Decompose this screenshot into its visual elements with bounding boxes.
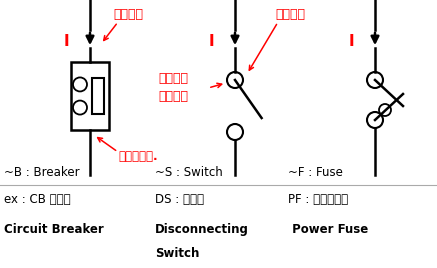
Text: ~S : Switch: ~S : Switch <box>155 166 223 179</box>
Text: I: I <box>348 35 354 50</box>
Text: ~F : Fuse: ~F : Fuse <box>288 166 343 179</box>
Text: 개폐서지: 개폐서지 <box>158 72 188 85</box>
Text: I: I <box>208 35 214 50</box>
Text: Power Fuse: Power Fuse <box>288 223 369 236</box>
Circle shape <box>227 124 243 140</box>
Circle shape <box>73 77 87 91</box>
Text: 아크발생: 아크발생 <box>113 8 143 21</box>
Circle shape <box>73 100 87 114</box>
Text: 이상전압: 이상전압 <box>158 90 188 103</box>
Text: Circuit Breaker: Circuit Breaker <box>4 223 104 236</box>
Bar <box>92 78 104 114</box>
Text: ~B : Breaker: ~B : Breaker <box>4 166 80 179</box>
Text: I: I <box>63 35 69 50</box>
Circle shape <box>379 104 391 116</box>
Circle shape <box>367 72 383 88</box>
Text: 소호실있다.: 소호실있다. <box>118 150 158 163</box>
Circle shape <box>227 72 243 88</box>
Text: PF : 전력용퓨즈: PF : 전력용퓨즈 <box>288 193 349 206</box>
Text: DS : 단로기: DS : 단로기 <box>155 193 204 206</box>
Text: 아크발생: 아크발생 <box>275 8 305 21</box>
Text: Switch: Switch <box>155 247 200 260</box>
Text: ex : CB 차단기: ex : CB 차단기 <box>4 193 71 206</box>
Circle shape <box>367 112 383 128</box>
Text: Disconnecting: Disconnecting <box>155 223 249 236</box>
Bar <box>71 62 109 130</box>
